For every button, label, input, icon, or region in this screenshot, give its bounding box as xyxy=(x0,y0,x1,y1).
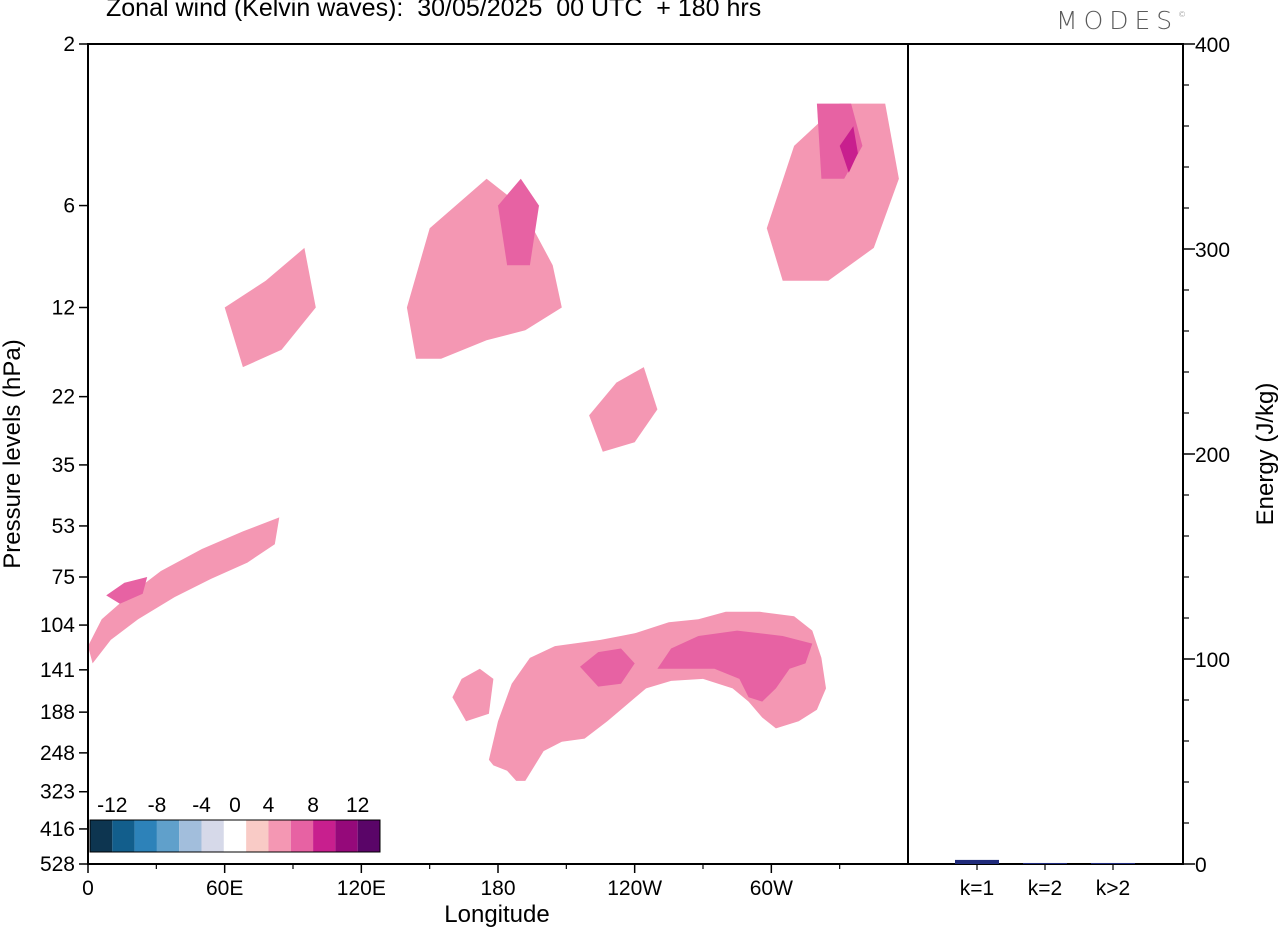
colorbar-swatch xyxy=(156,820,180,852)
energy-tick-label: 100 xyxy=(1195,649,1230,672)
y-tick-label: 141 xyxy=(40,659,75,682)
colorbar-swatch xyxy=(313,820,336,852)
energy-tick-label: 0 xyxy=(1195,854,1207,877)
colorbar-swatch xyxy=(201,820,224,852)
wind-region xyxy=(88,517,280,664)
y-tick-label: 416 xyxy=(40,818,75,841)
wind-region xyxy=(657,630,813,702)
energy-category-label: k>2 xyxy=(1096,877,1130,900)
x-tick-label: 60E xyxy=(206,877,243,900)
colorbar-swatch xyxy=(335,820,358,852)
colorbar: -12 -8 -4 0 4 8 12 xyxy=(89,794,381,853)
colorbar-frame xyxy=(89,819,381,853)
colorbar-swatch xyxy=(268,820,291,852)
x-tick-label: 120E xyxy=(337,877,386,900)
colorbar-swatch xyxy=(223,820,247,852)
y-tick-label: 53 xyxy=(52,515,75,538)
energy-tick-label: 400 xyxy=(1195,34,1230,57)
wind-region xyxy=(224,247,316,368)
x-axis-label: Longitude xyxy=(444,901,549,928)
y-tick-label: 22 xyxy=(52,386,75,409)
energy-bars: 0 100 200 300 400 Energy (J/kg) k=1 k=2 k>2 xyxy=(907,34,1279,900)
y-tick-label: 528 xyxy=(40,853,75,876)
brand-logo: MODES© xyxy=(1056,6,1187,35)
y-tick-label: 12 xyxy=(52,296,75,319)
heatmap-regions xyxy=(88,44,908,864)
x-tick-label: 120W xyxy=(607,877,662,900)
colorbar-swatch xyxy=(179,820,202,852)
wind-region xyxy=(498,178,539,266)
energy-axis-label: Energy (J/kg) xyxy=(1252,383,1279,526)
wind-region xyxy=(452,668,494,722)
y-tick-label: 323 xyxy=(40,781,75,804)
y-tick-label: 104 xyxy=(40,614,75,637)
wind-region xyxy=(772,830,808,864)
energy-tick-label: 300 xyxy=(1195,239,1230,262)
colorbar-swatch xyxy=(90,820,113,852)
colorbar-label: 0 xyxy=(229,794,241,817)
colorbar-swatch xyxy=(134,820,157,852)
wind-region xyxy=(839,126,858,173)
energy-tick-label: 200 xyxy=(1195,444,1230,467)
energy-bar xyxy=(1091,862,1135,864)
y-tick-label: 248 xyxy=(40,742,75,765)
colorbar-label: 4 xyxy=(263,794,275,817)
wind-region xyxy=(580,648,635,687)
wind-region xyxy=(589,367,658,452)
wind-region xyxy=(106,577,148,604)
colorbar-label: 8 xyxy=(307,794,319,817)
colorbar-swatch xyxy=(290,820,314,852)
x-tick-label: 60W xyxy=(750,877,793,900)
wind-region xyxy=(766,103,899,281)
x-tick-label: 180 xyxy=(480,877,515,900)
y-tick-label: 2 xyxy=(63,33,75,56)
colorbar-label: 12 xyxy=(346,794,369,817)
energy-category-label: k=2 xyxy=(1028,877,1062,900)
energy-bar xyxy=(1023,862,1067,864)
wind-region xyxy=(88,586,357,781)
wind-region xyxy=(794,228,908,350)
energy-category-label: k=1 xyxy=(960,877,994,900)
energy-panel-frame xyxy=(907,43,1184,865)
x-tick-label: 0 xyxy=(82,877,94,900)
y-axis-label: Pressure levels (hPa) xyxy=(0,339,26,568)
y-tick-label: 35 xyxy=(52,454,75,477)
colorbar-label: -8 xyxy=(148,794,167,817)
wind-region xyxy=(429,611,526,669)
y-tick-label: 6 xyxy=(63,195,75,218)
energy-bar xyxy=(955,859,999,864)
colorbar-swatch xyxy=(112,820,135,852)
colorbar-label: -12 xyxy=(97,794,127,817)
colorbar-swatch xyxy=(246,820,269,852)
y-tick-label: 188 xyxy=(40,701,75,724)
y-tick-label: 75 xyxy=(52,566,75,589)
colorbar-label: -4 xyxy=(192,794,211,817)
chart-title: Zonal wind (Kelvin waves): 30/05/2025 00… xyxy=(106,0,762,22)
colorbar-swatch xyxy=(357,820,380,852)
